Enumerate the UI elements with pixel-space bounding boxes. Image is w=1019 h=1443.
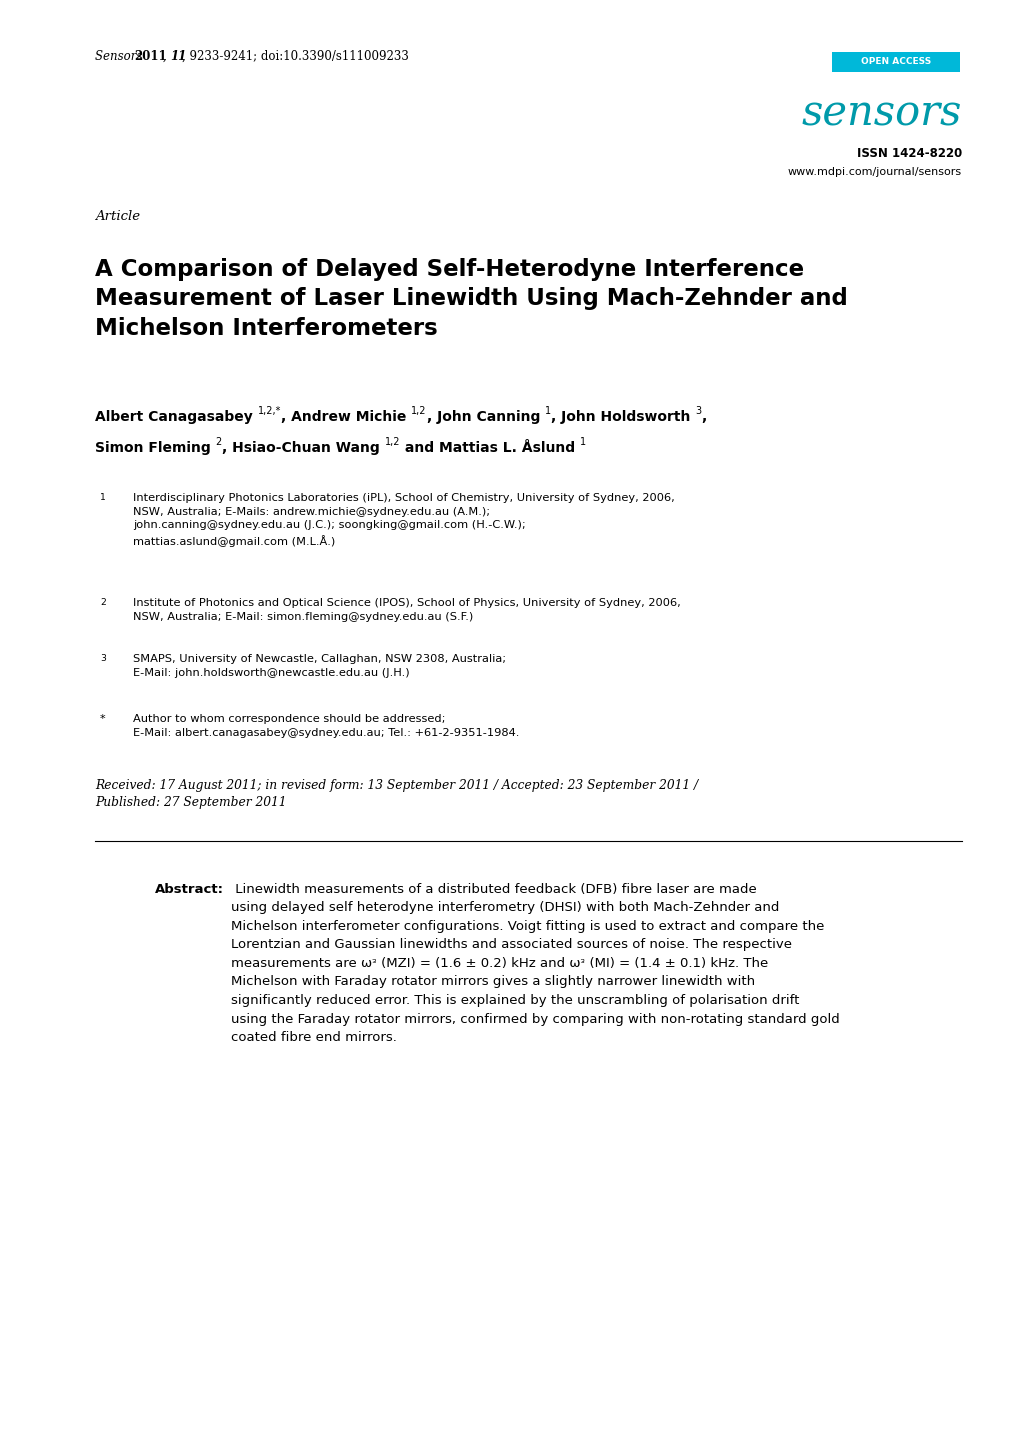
Text: Article: Article	[95, 211, 140, 224]
Text: www.mdpi.com/journal/sensors: www.mdpi.com/journal/sensors	[787, 167, 961, 177]
Text: Institute of Photonics and Optical Science (IPOS), School of Physics, University: Institute of Photonics and Optical Scien…	[132, 597, 680, 622]
Text: 1: 1	[100, 494, 106, 502]
Text: ,: ,	[163, 51, 170, 63]
Text: 1,2: 1,2	[384, 437, 399, 447]
Text: , 9233-9241; doi:10.3390/s111009233: , 9233-9241; doi:10.3390/s111009233	[181, 51, 409, 63]
Text: ,: ,	[701, 410, 706, 424]
Text: sensors: sensors	[801, 92, 961, 134]
Text: A Comparison of Delayed Self-Heterodyne Interference
Measurement of Laser Linewi: A Comparison of Delayed Self-Heterodyne …	[95, 258, 847, 339]
Text: , Andrew Michie: , Andrew Michie	[280, 410, 411, 424]
Text: Sensors: Sensors	[95, 51, 146, 63]
Text: Abstract:: Abstract:	[155, 883, 224, 896]
Text: 2: 2	[215, 437, 222, 447]
Text: and Mattias L. Åslund: and Mattias L. Åslund	[399, 442, 580, 455]
Text: 2011: 2011	[135, 51, 167, 63]
Text: Interdisciplinary Photonics Laboratories (iPL), School of Chemistry, University : Interdisciplinary Photonics Laboratories…	[132, 494, 675, 547]
Text: Albert Canagasabey: Albert Canagasabey	[95, 410, 258, 424]
Text: 3: 3	[100, 654, 106, 662]
Text: , John Canning: , John Canning	[426, 410, 544, 424]
Text: 1: 1	[580, 437, 586, 447]
Text: *: *	[100, 714, 106, 724]
Text: ISSN 1424-8220: ISSN 1424-8220	[856, 147, 961, 160]
Bar	[832, 52, 959, 72]
Text: 1,2: 1,2	[411, 405, 426, 416]
Text: Simon Fleming: Simon Fleming	[95, 442, 215, 455]
Text: 3: 3	[695, 405, 701, 416]
Text: OPEN ACCESS: OPEN ACCESS	[860, 58, 930, 66]
Text: Linewidth measurements of a distributed feedback (DFB) fibre laser are made
usin: Linewidth measurements of a distributed …	[230, 883, 839, 1043]
Text: 1: 1	[544, 405, 550, 416]
Text: Received: 17 August 2011; in revised form: 13 September 2011 / Accepted: 23 Sept: Received: 17 August 2011; in revised for…	[95, 779, 697, 810]
Text: , Hsiao-Chuan Wang: , Hsiao-Chuan Wang	[222, 442, 384, 455]
Text: SMAPS, University of Newcastle, Callaghan, NSW 2308, Australia;
E-Mail: john.hol: SMAPS, University of Newcastle, Callagha…	[132, 654, 505, 678]
Text: Author to whom correspondence should be addressed;
E-Mail: albert.canagasabey@sy: Author to whom correspondence should be …	[132, 714, 519, 737]
Text: , John Holdsworth: , John Holdsworth	[550, 410, 695, 424]
Text: 2: 2	[100, 597, 106, 608]
Text: 1,2,*: 1,2,*	[258, 405, 280, 416]
Text: 11: 11	[170, 51, 186, 63]
